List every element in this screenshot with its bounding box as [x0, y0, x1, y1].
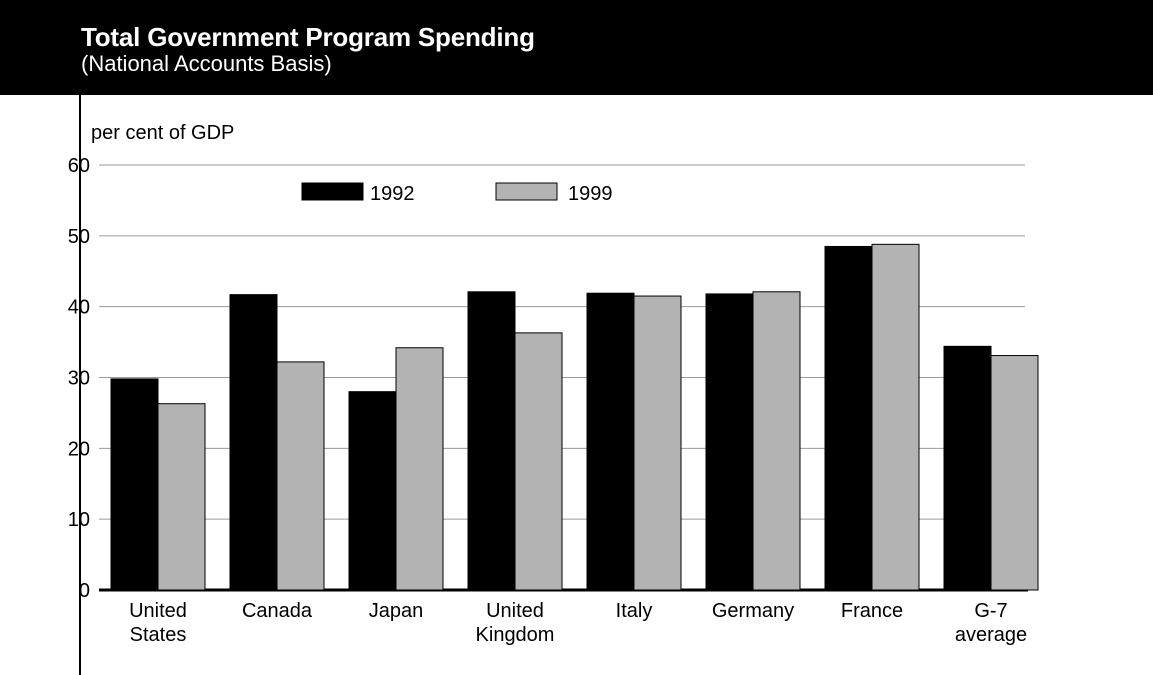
x-tick-label: G-7 average — [955, 600, 1027, 646]
y-tick-label: 10 — [68, 509, 90, 531]
bars — [110, 243, 1039, 591]
bar-1999 — [871, 243, 920, 591]
x-axis-labels: United States Canada Japan United Kingdom Ital… — [129, 600, 1027, 646]
y-tick-label: 30 — [68, 368, 90, 390]
legend-swatch-1992 — [301, 182, 364, 201]
x-tick-label: United States — [129, 600, 187, 646]
x-tick-label: France — [841, 600, 903, 622]
bar-1992 — [229, 294, 278, 591]
y-tick-label: 60 — [68, 155, 90, 177]
bar-1992 — [705, 293, 754, 591]
frame-left-border — [79, 95, 81, 675]
legend-label-1992: 1992 — [370, 183, 415, 205]
bar-1999 — [276, 361, 325, 591]
y-axis-ticks: 0 10 20 30 40 50 60 — [68, 155, 90, 602]
bar-1992 — [824, 245, 873, 591]
y-tick-label: 50 — [68, 226, 90, 248]
chart-title: Total Government Program Spending — [81, 22, 535, 52]
bar-1992 — [586, 292, 635, 591]
y-tick-label: 40 — [68, 297, 90, 319]
chart-subtitle: (National Accounts Basis) — [81, 51, 332, 76]
x-tick-label: Canada — [242, 600, 313, 622]
y-tick-label: 20 — [68, 438, 90, 460]
x-tick-label: Germany — [712, 600, 794, 622]
chart-header: Total Government Program Spending (Natio… — [0, 0, 1153, 95]
bar-1992 — [943, 345, 992, 591]
bar-1999 — [514, 332, 563, 591]
legend-swatch-1999 — [495, 182, 558, 201]
bar-1992 — [110, 378, 159, 591]
legend: 1992 1999 — [301, 182, 613, 205]
bar-1992 — [348, 391, 397, 591]
x-tick-label: Japan — [369, 600, 424, 622]
bar-1999 — [395, 347, 444, 591]
bar-1992 — [467, 291, 516, 591]
bar-1999 — [752, 291, 801, 591]
bar-1999 — [633, 295, 682, 591]
bar-1999 — [157, 403, 206, 591]
bar-1999 — [990, 355, 1039, 591]
x-tick-label: United Kingdom — [476, 600, 555, 646]
legend-label-1999: 1999 — [568, 183, 613, 205]
y-tick-label: 0 — [79, 580, 90, 602]
x-tick-label: Italy — [616, 600, 653, 622]
y-axis-label: per cent of GDP — [91, 122, 234, 144]
